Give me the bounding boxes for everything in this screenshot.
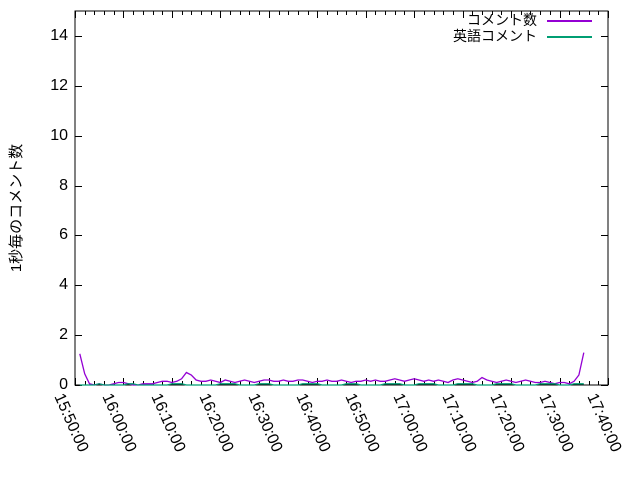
y-tick-label: 12 bbox=[50, 76, 68, 94]
y-tick-label: 0 bbox=[59, 376, 68, 393]
y-tick-label: 10 bbox=[50, 126, 68, 144]
series-line-0 bbox=[79, 352, 585, 386]
legend-label: 英語コメント bbox=[453, 28, 537, 44]
y-axis-title: 1秒毎のコメント数 bbox=[8, 143, 25, 273]
legend-line-swatch bbox=[547, 19, 592, 22]
y-tick-label: 4 bbox=[59, 276, 68, 294]
legend-label: コメント数 bbox=[467, 12, 537, 28]
legend-entry: 英語コメント bbox=[380, 29, 592, 44]
series-line-1 bbox=[79, 383, 584, 386]
legend: コメント数 英語コメント bbox=[380, 13, 592, 44]
y-tick-label: 2 bbox=[59, 326, 68, 344]
legend-line-swatch bbox=[547, 35, 592, 38]
y-tick-label: 14 bbox=[50, 26, 68, 44]
y-tick-label: 8 bbox=[59, 176, 68, 194]
legend-entry: コメント数 bbox=[380, 13, 592, 28]
plot-border bbox=[74, 10, 609, 386]
y-tick-label: 6 bbox=[59, 226, 68, 244]
